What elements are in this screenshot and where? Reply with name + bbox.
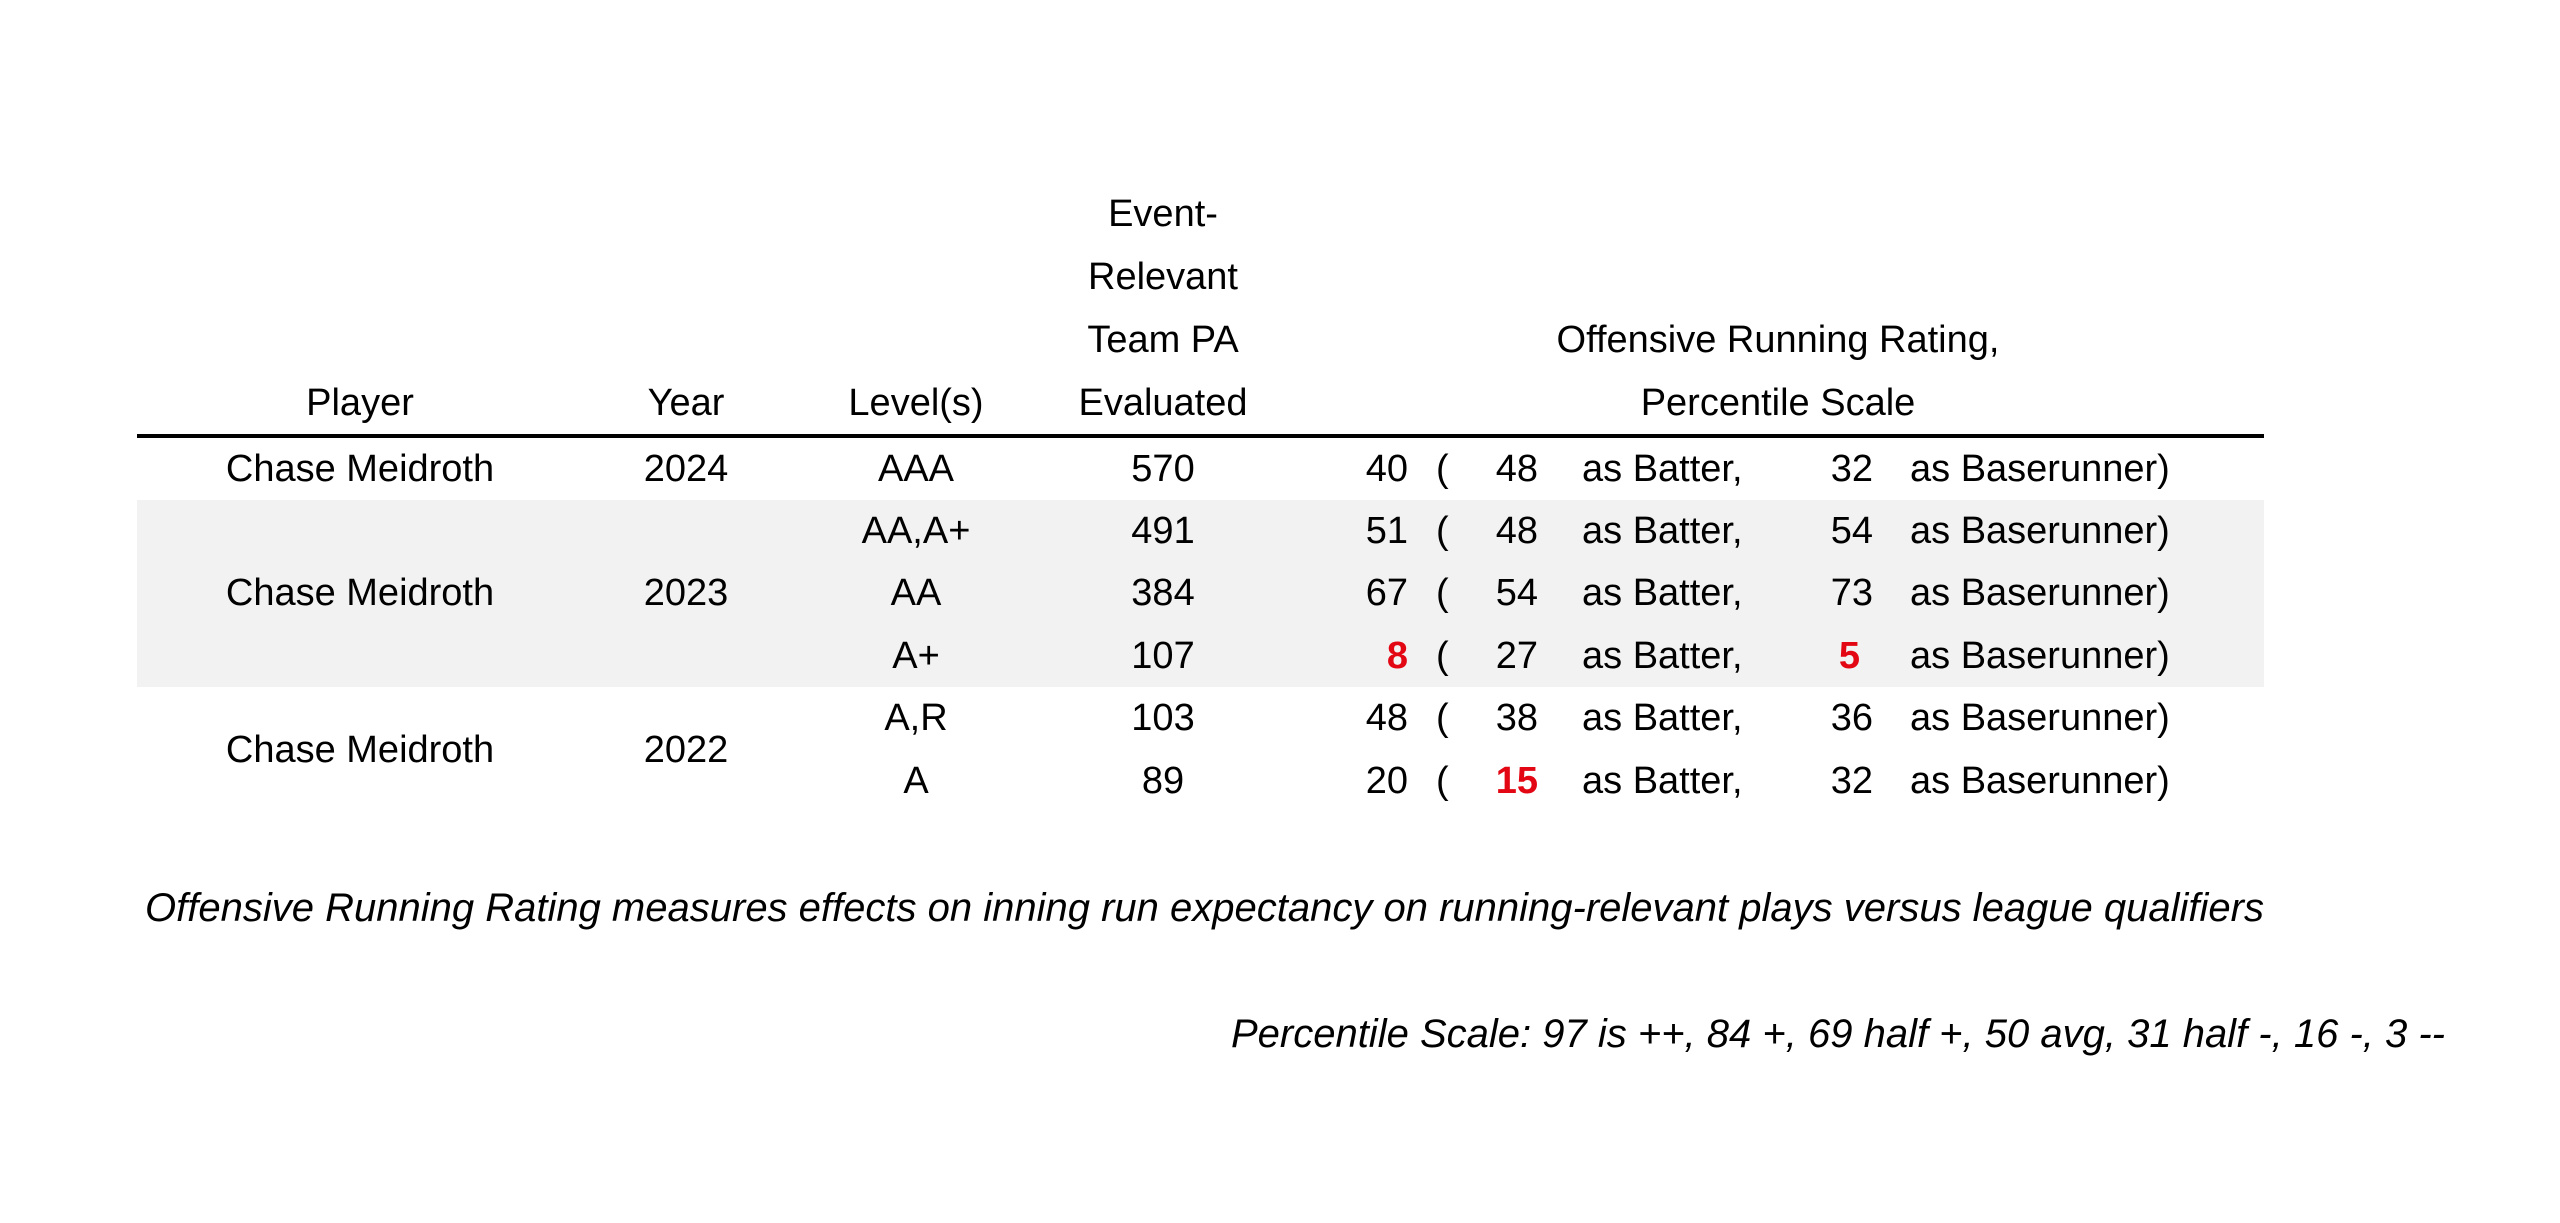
group-player: Chase Meidroth [225,448,495,490]
header-rating-line-1: Offensive Running Rating, [1556,319,2000,361]
cell-level: A [903,760,929,802]
group-year: 2023 [643,572,729,614]
cell-pa: 89 [1141,760,1185,802]
cell-as-baserunner-label: as Baserunner) [1910,572,2170,614]
cell-level: AA,A+ [861,510,971,552]
header-year: Year [647,382,725,424]
cell-runner-rating: 32 [1830,760,1873,802]
cell-pa: 491 [1131,510,1195,552]
cell-level: AAA [877,448,955,490]
cell-pa: 570 [1131,448,1195,490]
cell-open-paren: ( [1436,697,1449,739]
cell-runner-rating: 32 [1830,448,1873,490]
cell-open-paren: ( [1436,448,1449,490]
cell-as-batter-label: as Batter, [1582,635,1743,677]
cell-overall-rating: 8 [1386,635,1408,677]
cell-pa: 107 [1131,635,1195,677]
header-player: Player [306,382,414,424]
cell-batter-rating: 27 [1495,635,1538,677]
cell-open-paren: ( [1436,760,1449,802]
group-player: Chase Meidroth [225,729,495,771]
shaded-group-band [137,500,2264,687]
group-year: 2024 [643,448,729,490]
header-pa-line-1: Event- [1108,193,1218,235]
cell-as-batter-label: as Batter, [1582,760,1743,802]
footnote-percentile-scale: Percentile Scale: 97 is ++, 84 +, 69 hal… [1230,1012,2445,1056]
group-year: 2022 [643,729,729,771]
cell-level: A,R [884,697,948,739]
cell-batter-rating: 48 [1495,448,1538,490]
header-rule [137,434,2264,438]
cell-batter-rating: 38 [1495,697,1538,739]
cell-open-paren: ( [1436,572,1449,614]
cell-batter-rating: 48 [1495,510,1538,552]
cell-runner-rating: 54 [1830,510,1873,552]
cell-runner-rating: 73 [1830,572,1873,614]
cell-overall-rating: 51 [1365,510,1408,552]
cell-runner-rating: 36 [1830,697,1873,739]
cell-as-baserunner-label: as Baserunner) [1910,448,2170,490]
header-rating-line-2: Percentile Scale [1640,382,1916,424]
cell-batter-rating: 15 [1495,760,1538,802]
cell-open-paren: ( [1436,510,1449,552]
cell-as-batter-label: as Batter, [1582,448,1743,490]
cell-as-batter-label: as Batter, [1582,572,1743,614]
cell-level: A+ [892,635,940,677]
cell-as-baserunner-label: as Baserunner) [1910,635,2170,677]
cell-runner-rating: 5 [1838,635,1860,677]
cell-as-baserunner-label: as Baserunner) [1910,760,2170,802]
cell-as-baserunner-label: as Baserunner) [1910,697,2170,739]
cell-pa: 103 [1131,697,1195,739]
cell-as-baserunner-label: as Baserunner) [1910,510,2170,552]
header-levels: Level(s) [848,382,984,424]
cell-overall-rating: 48 [1365,697,1408,739]
group-player: Chase Meidroth [225,572,495,614]
header-pa-line-3: Team PA [1087,319,1239,361]
cell-as-batter-label: as Batter, [1582,510,1743,552]
cell-batter-rating: 54 [1495,572,1538,614]
cell-level: AA [890,572,942,614]
cell-pa: 384 [1131,572,1195,614]
cell-overall-rating: 40 [1365,448,1408,490]
footnote-definition: Offensive Running Rating measures effect… [145,886,2264,930]
cell-overall-rating: 20 [1365,760,1408,802]
header-pa-line-2: Relevant [1088,256,1238,298]
cell-as-batter-label: as Batter, [1582,697,1743,739]
cell-overall-rating: 67 [1365,572,1408,614]
cell-open-paren: ( [1436,635,1449,677]
header-pa-line-4: Evaluated [1078,382,1248,424]
